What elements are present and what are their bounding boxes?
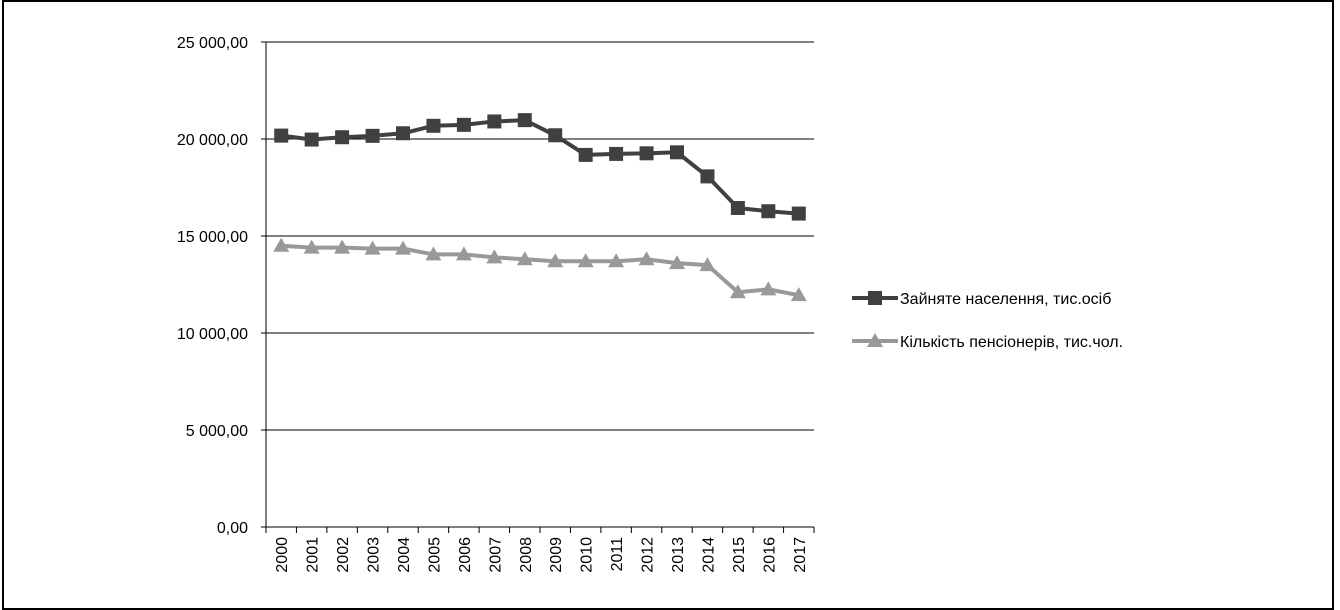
data-point: [395, 240, 411, 255]
data-point: [303, 239, 320, 254]
legend-label: Кількість пенсіонерів, тис.чол.: [900, 334, 1123, 351]
legend-swatch-marker: [868, 291, 882, 305]
data-point: [790, 287, 807, 302]
x-tick-label: 2009: [548, 537, 565, 573]
legend-label: Зайняте населення, тис.осіб: [900, 291, 1111, 308]
x-tick-label: 2000: [274, 537, 291, 573]
x-tick-label: 2013: [670, 537, 687, 573]
legend-item-0: Зайняте населення, тис.осіб: [852, 291, 1111, 308]
data-point: [304, 132, 319, 147]
legend: Зайняте населення, тис.осіб Кількість пен…: [852, 291, 1123, 351]
grid-lines: [266, 41, 814, 431]
series-1: [273, 237, 807, 302]
data-point: [273, 237, 290, 252]
data-point: [791, 206, 806, 221]
data-point: [761, 204, 776, 219]
x-tick-label: 2017: [792, 537, 809, 573]
data-point: [426, 118, 441, 133]
x-tick-label: 2004: [396, 537, 413, 573]
x-tick-label: 2005: [426, 537, 443, 573]
data-point: [638, 251, 655, 266]
axes: 0,00 5 000,00 10 000,00 15 000,00 20 000,00 2…: [177, 35, 815, 573]
data-point: [517, 113, 532, 128]
series-line: [281, 243, 800, 298]
y-tick-label: 20 000,00: [177, 132, 248, 149]
data-point: [730, 201, 745, 216]
data-point: [700, 169, 715, 184]
data-point: [609, 146, 624, 161]
legend-item-1: Кількість пенсіонерів, тис.чол.: [852, 333, 1123, 351]
data-point: [487, 114, 502, 129]
data-point: [364, 240, 381, 255]
data-point: [548, 128, 563, 143]
data-point: [274, 128, 289, 143]
data-point: [425, 246, 442, 261]
y-tick-label: 25 000,00: [177, 35, 248, 52]
x-tick-label: 2002: [335, 537, 352, 573]
data-point: [578, 147, 593, 162]
x-tick-label: 2016: [761, 537, 778, 573]
data-point: [334, 239, 351, 254]
x-tick-label: 2001: [305, 537, 322, 573]
data-point: [577, 253, 594, 268]
x-tick-label: 2010: [579, 537, 596, 573]
x-tick-label: 2008: [518, 537, 535, 573]
y-tick-label: 5 000,00: [186, 423, 248, 440]
data-point: [547, 253, 564, 268]
series-lines: [273, 113, 807, 302]
data-point: [455, 246, 472, 261]
data-point: [516, 251, 533, 266]
data-point: [729, 284, 746, 299]
x-tick-label: 2014: [700, 537, 717, 573]
x-tick-label: 2007: [487, 537, 504, 573]
data-point: [396, 126, 410, 141]
data-point: [639, 146, 654, 161]
series-line: [280, 118, 799, 216]
x-tick-label: 2006: [457, 537, 474, 573]
data-point: [669, 255, 685, 270]
data-point: [760, 281, 777, 296]
series-0: [274, 113, 806, 221]
y-tick-label: 10 000,00: [177, 326, 248, 343]
x-tick-label: 2011: [609, 537, 626, 572]
data-point: [699, 257, 716, 272]
y-tick-label: 15 000,00: [177, 229, 248, 246]
data-point: [670, 145, 684, 160]
y-tick-label: 0,00: [217, 520, 248, 537]
data-point: [456, 117, 471, 132]
x-tick-label: 2012: [640, 537, 657, 573]
data-point: [608, 253, 625, 268]
data-point: [335, 130, 350, 145]
data-point: [365, 128, 380, 143]
x-tick-label: 2015: [731, 537, 748, 573]
data-point: [486, 249, 503, 264]
x-tick-label: 2003: [366, 537, 383, 573]
legend-swatch-marker: [867, 333, 883, 347]
line-chart: 0,00 5 000,00 10 000,00 15 000,00 20 000,00 2…: [177, 35, 1123, 573]
